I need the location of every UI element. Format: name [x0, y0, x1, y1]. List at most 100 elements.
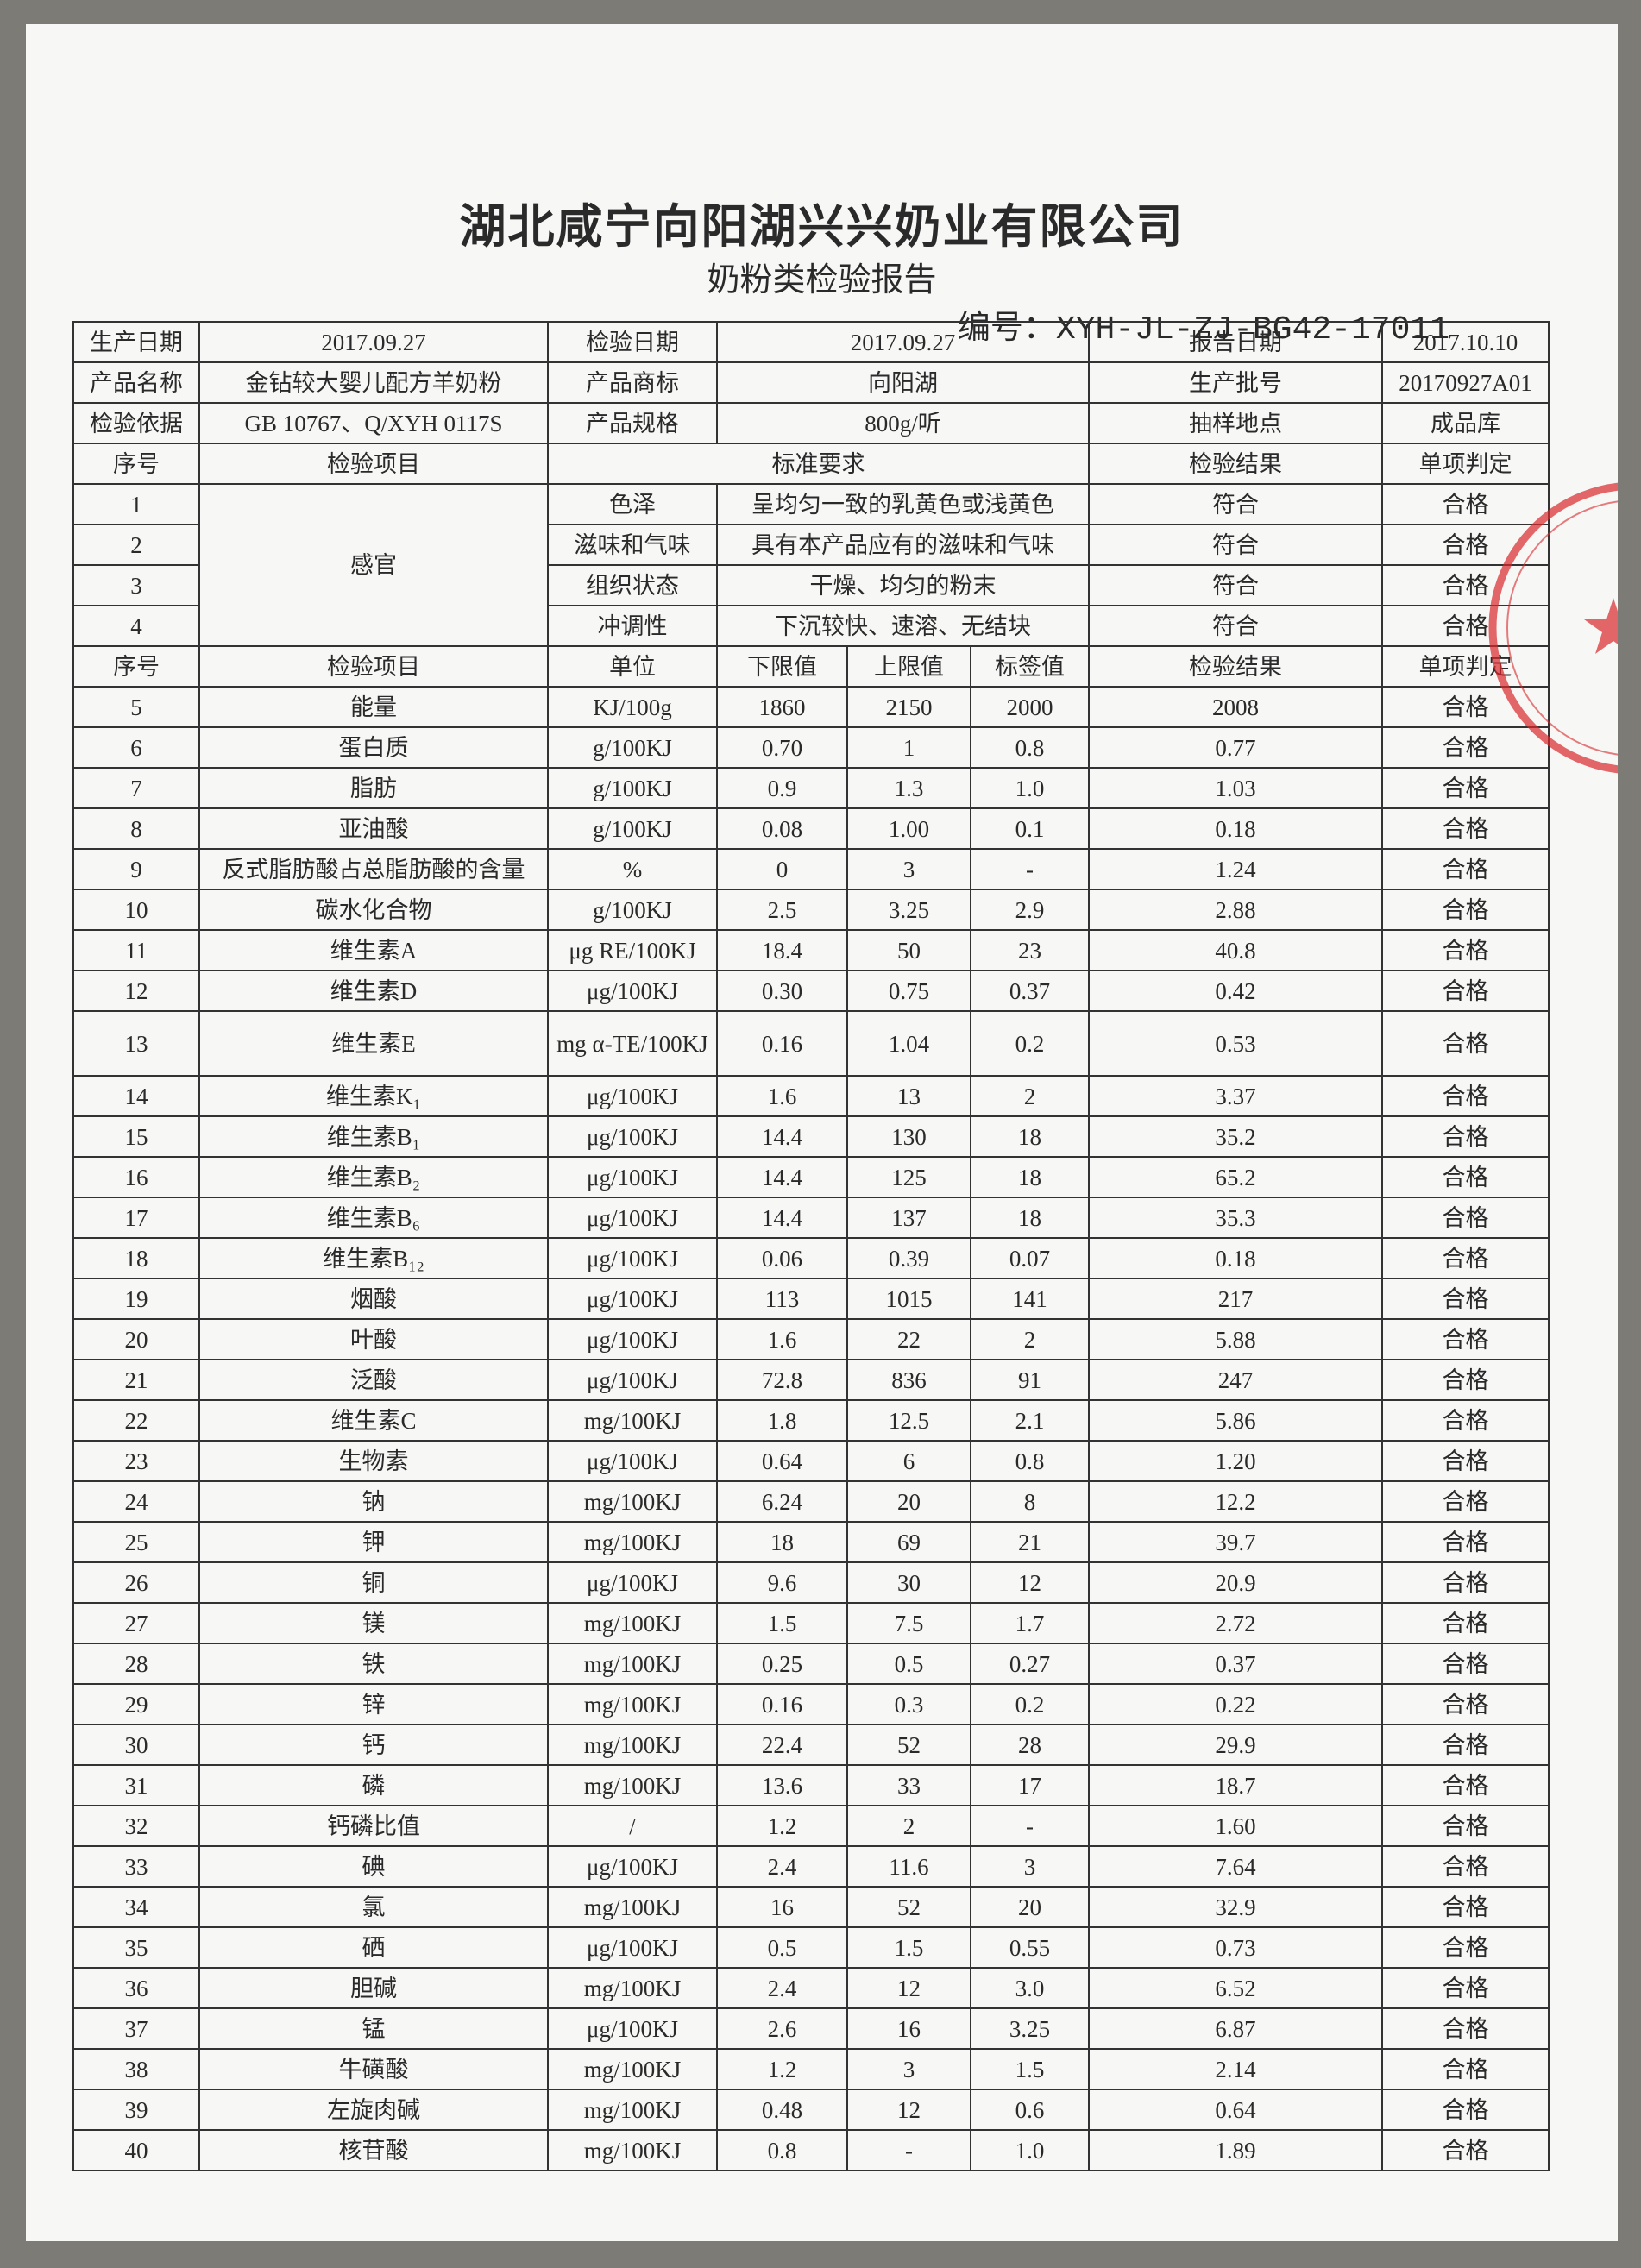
info-row: 生产日期 2017.09.27 检验日期 2017.09.27 报告日期 2017.10.…: [72, 321, 1550, 363]
judgement: 合格: [1381, 1237, 1550, 1279]
unit: mg/100KJ: [547, 2089, 718, 2131]
label-value: 0.27: [969, 1643, 1091, 1685]
test-item: 镁: [198, 1602, 549, 1644]
upper-limit: 1.3: [846, 767, 971, 809]
nutrient-row: 11 维生素A μg RE/100KJ 18.4 50 23 40.8 合格: [72, 929, 1550, 971]
row-number: 38: [72, 2048, 200, 2090]
judgement: 合格: [1381, 1643, 1550, 1685]
judgement: 合格: [1381, 605, 1550, 647]
nutrient-row: 19 烟酸 μg/100KJ 113 1015 141 217 合格: [72, 1278, 1550, 1320]
nutrient-row: 22 维生素C mg/100KJ 1.8 12.5 2.1 5.86 合格: [72, 1399, 1550, 1442]
lower-limit: 1.8: [716, 1399, 848, 1442]
unit: mg/100KJ: [547, 1480, 718, 1523]
unit: μg/100KJ: [547, 1278, 718, 1320]
upper-limit: 130: [846, 1115, 971, 1158]
nutrient-row: 20 叶酸 μg/100KJ 1.6 22 2 5.88 合格: [72, 1318, 1550, 1360]
row-number: 18: [72, 1237, 200, 1279]
upper-limit: 13: [846, 1075, 971, 1117]
sensory-requirement: 下沉较快、速溶、无结块: [715, 605, 1091, 647]
lower-limit: 72.8: [716, 1359, 848, 1401]
row-number: 29: [72, 1683, 200, 1725]
nutrient-row: 32 钙磷比值/1.2 2-1.60 合格: [72, 1805, 1550, 1847]
judgement: 合格: [1381, 1967, 1550, 2009]
test-item: 反式脂肪酸占总脂肪酸的含量: [198, 848, 549, 890]
label-value: 0.2: [969, 1683, 1091, 1725]
test-item: 锰: [198, 2007, 549, 2050]
info-value: 2017.09.27: [198, 321, 549, 363]
judgement: 合格: [1381, 1115, 1550, 1158]
upper-limit: 0.5: [846, 1643, 971, 1685]
nutrient-row: 26 铜 μg/100KJ 9.6 30 12 20.9 合格: [72, 1561, 1550, 1604]
test-item: 牛磺酸: [198, 2048, 549, 2090]
test-item: 生物素: [198, 1440, 549, 1482]
test-item: 铜: [198, 1561, 549, 1604]
upper-limit: 12: [846, 1967, 971, 2009]
info-label: 产品名称: [72, 361, 200, 404]
test-result: 7.64: [1088, 1845, 1384, 1888]
lower-limit: 1.2: [716, 2048, 848, 2090]
info-label: 检验依据: [72, 402, 200, 444]
label-value: 20: [969, 1886, 1091, 1928]
lower-limit: 1.5: [716, 1602, 848, 1644]
unit: g/100KJ: [547, 807, 718, 850]
row-number: 40: [72, 2129, 200, 2171]
upper-limit: 7.5: [846, 1602, 971, 1644]
nutrient-row: 27 镁 mg/100KJ 1.5 7.5 1.7 2.72 合格: [72, 1602, 1550, 1644]
sensory-row: 4 冲调性 下沉较快、速溶、无结块 符合 合格: [72, 605, 1550, 647]
label-value: 0.1: [969, 807, 1091, 850]
judgement: 合格: [1381, 1521, 1550, 1563]
row-number: 17: [72, 1197, 200, 1239]
test-item: 维生素B₁: [198, 1115, 549, 1158]
judgement: 合格: [1381, 1845, 1550, 1888]
test-item: 氯: [198, 1886, 549, 1928]
unit: g/100KJ: [547, 889, 718, 931]
judgement: 合格: [1381, 2129, 1550, 2171]
row-number: 35: [72, 1926, 200, 1969]
unit: g/100KJ: [547, 767, 718, 809]
test-result: 20.9: [1088, 1561, 1384, 1604]
unit: mg/100KJ: [547, 1886, 718, 1928]
test-item: 钠: [198, 1480, 549, 1523]
upper-limit: 20: [846, 1480, 971, 1523]
test-item: 钙磷比值: [198, 1805, 549, 1847]
lower-limit: 0.64: [716, 1440, 848, 1482]
upper-limit: 0.3: [846, 1683, 971, 1725]
nutrient-row: 14 维生素K₁ μg/100KJ 1.6 13 2 3.37 合格: [72, 1075, 1550, 1117]
row-number: 10: [72, 889, 200, 931]
label-value: 0.8: [969, 1440, 1091, 1482]
lower-limit: 0.08: [716, 807, 848, 850]
unit: mg/100KJ: [547, 1643, 718, 1685]
test-result: 1.03: [1088, 767, 1384, 809]
lower-limit: 0: [716, 848, 848, 890]
test-result: 0.22: [1088, 1683, 1384, 1725]
label-value: 0.6: [969, 2089, 1091, 2131]
label-value: 2.1: [969, 1399, 1091, 1442]
judgement: 合格: [1381, 889, 1550, 931]
row-number: 13: [72, 1010, 200, 1077]
test-result: 6.87: [1088, 2007, 1384, 2050]
test-result: 1.60: [1088, 1805, 1384, 1847]
unit: g/100KJ: [547, 726, 718, 769]
nutrient-row: 35 硒 μg/100KJ 0.5 1.5 0.55 0.73 合格: [72, 1926, 1550, 1969]
info-label: 生产日期: [72, 321, 200, 363]
row-number: 9: [72, 848, 200, 890]
info-value: GB 10767、Q/XYH 0117S: [198, 402, 549, 444]
nutrient-row: 7 脂肪 g/100KJ 0.9 1.3 1.0 1.03 合格: [72, 767, 1550, 809]
unit: mg/100KJ: [547, 1967, 718, 2009]
label-value: 17: [969, 1764, 1091, 1806]
test-item: 钾: [198, 1521, 549, 1563]
row-number: 19: [72, 1278, 200, 1320]
judgement: 合格: [1381, 1886, 1550, 1928]
sensory-requirement: 具有本产品应有的滋味和气味: [715, 524, 1091, 566]
row-number: 11: [72, 929, 200, 971]
lower-limit: 0.25: [716, 1643, 848, 1685]
judgement: 合格: [1381, 929, 1550, 971]
column-header: 上限值: [846, 645, 971, 688]
nutrient-row: 5 能量 KJ/100g 1860 2150 2000 2008 合格: [72, 686, 1550, 728]
lower-limit: 2.6: [716, 2007, 848, 2050]
nutrient-row: 21 泛酸 μg/100KJ 72.8 836 91 247 合格: [72, 1359, 1550, 1401]
test-result: 符合: [1088, 605, 1384, 647]
unit: μg/100KJ: [547, 1075, 718, 1117]
judgement: 合格: [1381, 564, 1550, 606]
test-item: 锌: [198, 1683, 549, 1725]
